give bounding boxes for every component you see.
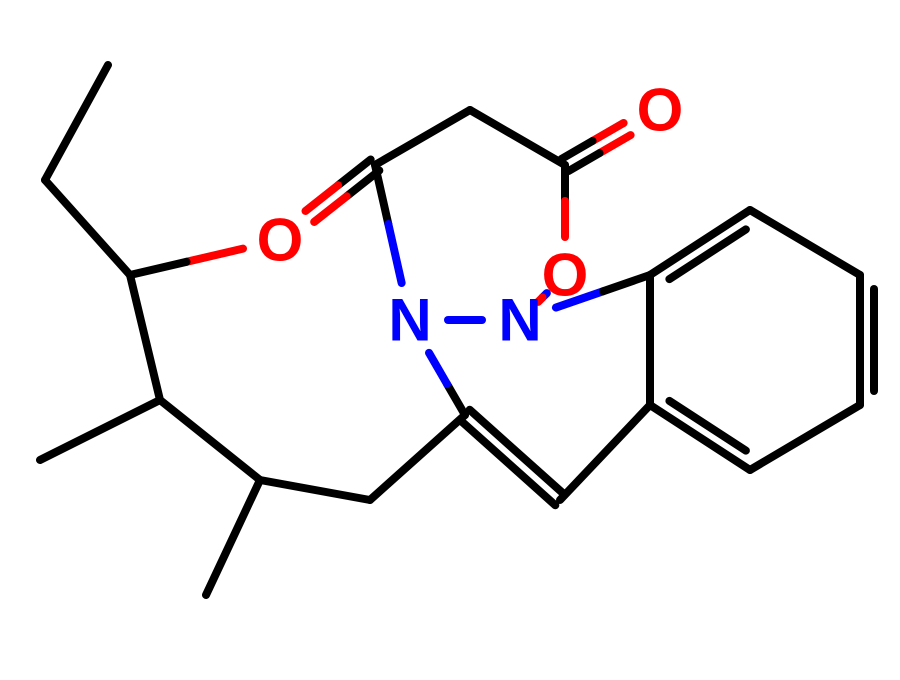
molecule-diagram: OOONN <box>0 0 900 680</box>
atom-O: O <box>257 207 304 274</box>
atom-N: N <box>388 287 431 354</box>
atom-O: O <box>542 242 589 309</box>
atom-N: N <box>498 287 541 354</box>
atom-O: O <box>637 77 684 144</box>
